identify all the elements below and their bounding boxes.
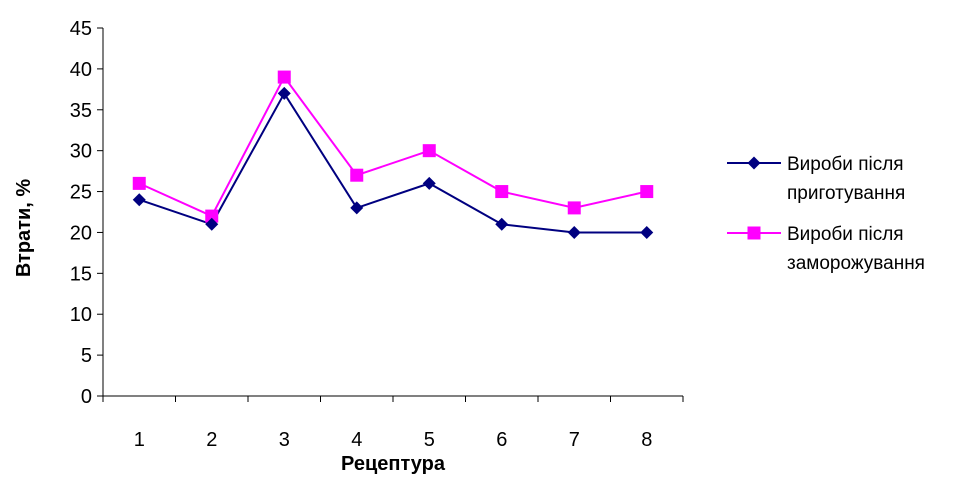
data-point-series-2 [422,144,436,158]
x-tick-label: 6 [496,429,507,451]
data-point-series-1 [132,193,146,207]
data-point-series-2 [205,209,219,223]
x-tick-label: 3 [279,429,290,451]
data-point-series-2 [132,176,146,190]
x-tick-label: 2 [206,429,217,451]
y-tick-label: 15 [70,263,92,285]
data-point-series-1 [205,217,219,231]
data-point-series-1 [567,225,581,239]
data-point-series-1 [350,201,364,215]
legend-label-2: Вироби після заморожування [787,224,925,274]
y-tick-label: 0 [81,386,92,408]
data-point-series-2 [640,185,654,199]
series-line-2 [138,75,647,218]
y-tick-label: 25 [70,182,92,204]
y-tick-label: 35 [70,100,92,122]
x-tick-label: 8 [641,429,652,451]
data-point-series-1 [640,225,654,239]
x-tick-label: 5 [424,429,435,451]
y-tick-label: 10 [70,304,92,326]
y-tick-label: 40 [70,59,92,81]
x-tick-label: 4 [351,429,362,451]
y-axis-title: Втрати, % [13,179,35,278]
data-point-series-1 [495,217,509,231]
legend-marker-1 [747,156,761,170]
y-tick-label: 20 [70,222,92,244]
legend-marker-2 [747,226,761,240]
x-tick-label: 7 [569,429,580,451]
legend-label-1: Вироби після приготування [787,154,905,204]
data-point-series-2 [350,168,364,182]
data-point-series-2 [567,201,581,215]
y-tick-label: 30 [70,141,92,163]
y-tick-label: 5 [81,345,92,367]
data-point-series-2 [277,70,291,84]
x-tick-label: 1 [134,429,145,451]
data-point-series-2 [495,185,509,199]
data-point-series-1 [422,176,436,190]
series-line-1 [138,91,647,234]
y-tick-label: 45 [70,18,92,40]
data-point-series-1 [277,86,291,100]
x-axis-title: Рецептура [341,453,446,475]
